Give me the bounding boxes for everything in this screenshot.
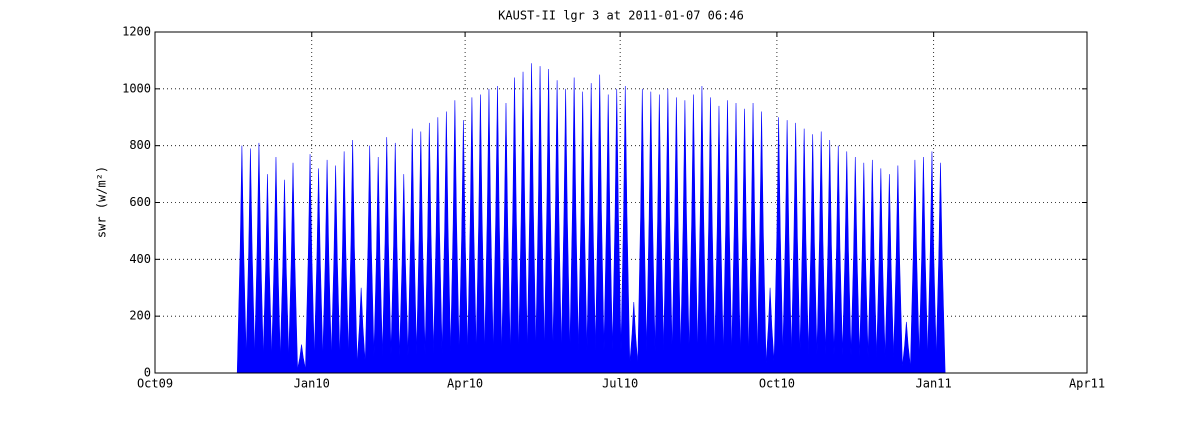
x-tick-label: Jan11: [916, 377, 952, 391]
y-tick-label: 600: [129, 195, 151, 209]
y-tick-label: 200: [129, 309, 151, 323]
x-tick-label: Apr10: [447, 377, 483, 391]
y-tick-label: 800: [129, 138, 151, 152]
y-tick-label: 1000: [122, 81, 151, 95]
x-tick-label: Oct09: [137, 377, 173, 391]
y-tick-label: 0: [144, 366, 151, 380]
plot-frame: [154, 31, 1088, 374]
y-tick-label: 400: [129, 252, 151, 266]
y-tick-label: 1200: [122, 25, 151, 39]
x-tick-label: Jul10: [602, 377, 638, 391]
x-tick-label: Jan10: [294, 377, 330, 391]
x-tick-label: Apr11: [1069, 377, 1105, 391]
y-axis-label: swr (w/m²): [95, 166, 109, 238]
chart-title: KAUST-II lgr 3 at 2011-01-07 06:46: [498, 9, 744, 23]
x-tick-label: Oct10: [759, 377, 795, 391]
